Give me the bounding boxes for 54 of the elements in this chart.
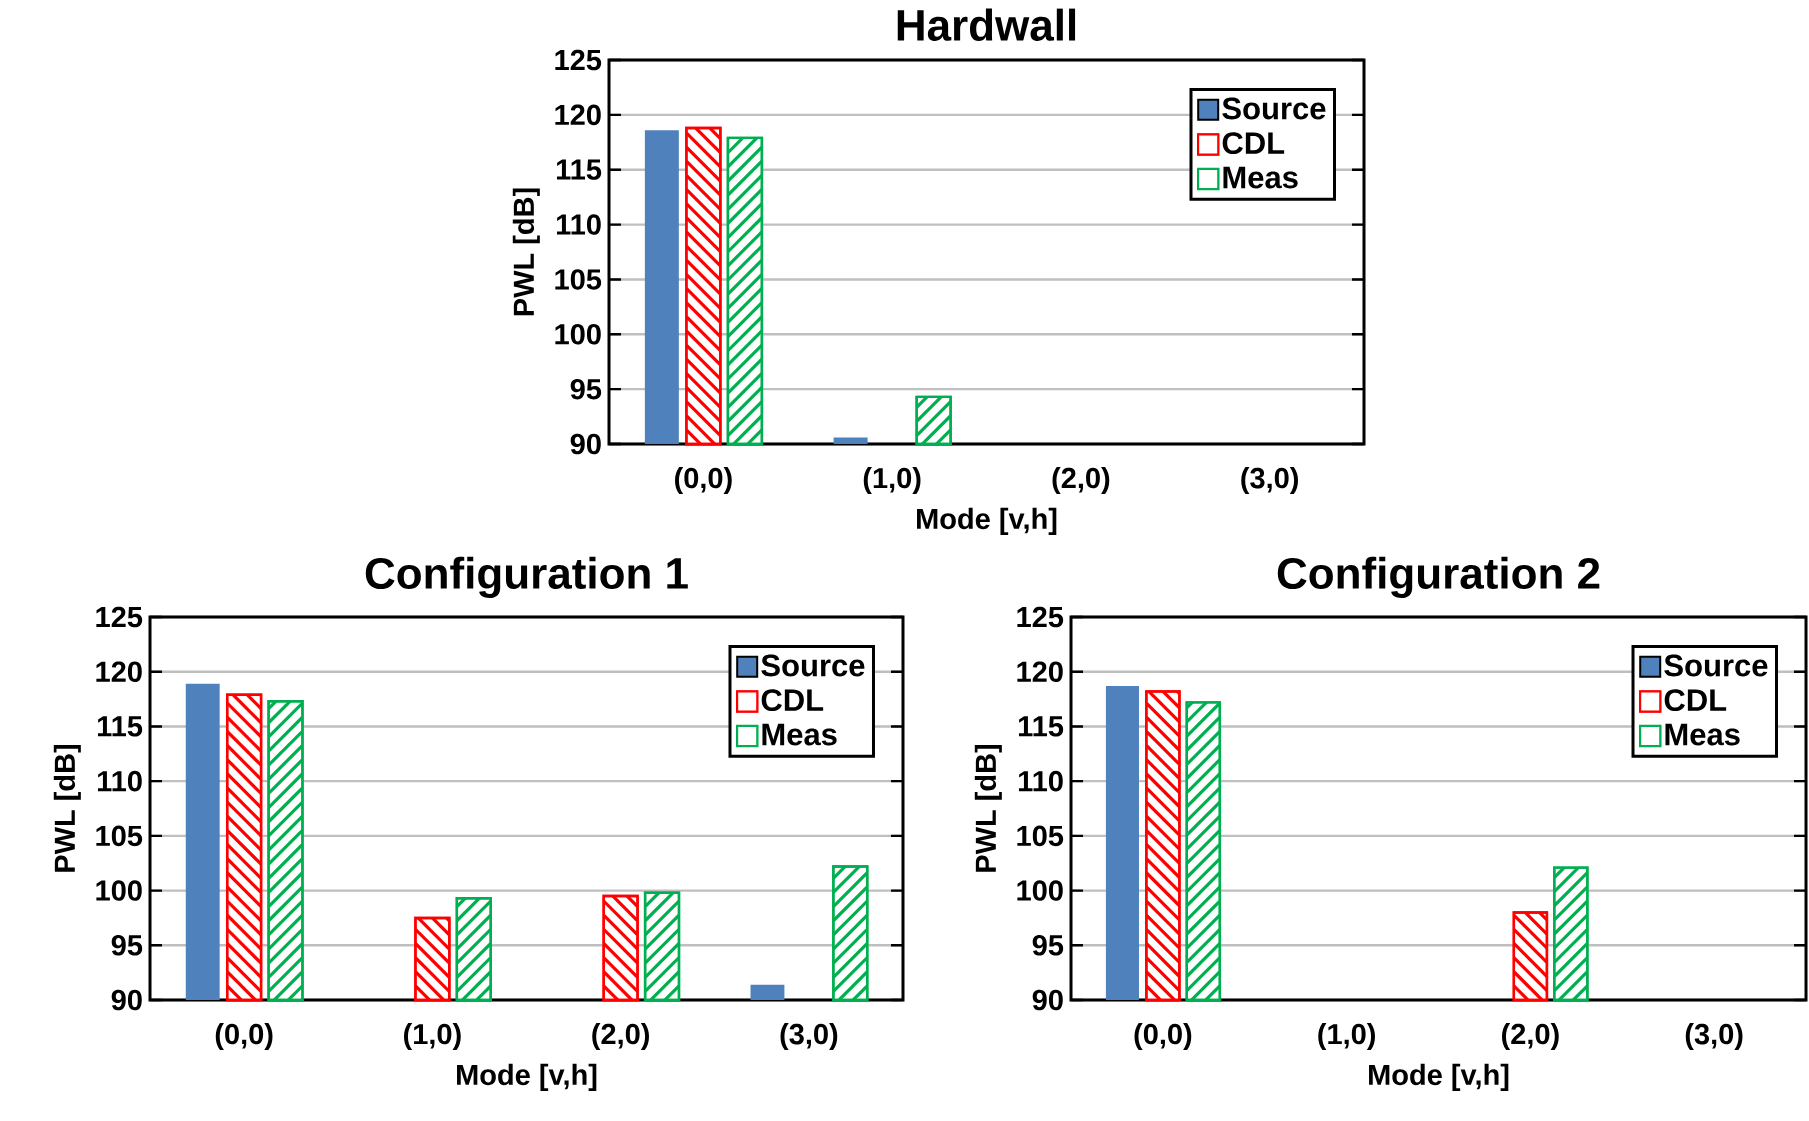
chart-title: Configuration 2 <box>1277 556 1600 598</box>
y-tick-label: 90 <box>570 433 601 455</box>
x-tick-label: (2,0) <box>1052 467 1110 495</box>
chart-title: Hardwall <box>897 8 1076 41</box>
legend-label: CDL <box>1222 132 1285 155</box>
legend-label: Source <box>761 654 865 677</box>
y-tick-label: 115 <box>97 716 143 737</box>
y-axis-title: PWL [dB] <box>53 744 81 872</box>
x-tick-label: (3,0) <box>1685 1023 1743 1051</box>
legend-label: CDL <box>761 689 824 712</box>
y-tick-label: 105 <box>96 825 143 847</box>
y-tick-label: 105 <box>1017 825 1064 847</box>
y-tick-label: 125 <box>1017 606 1064 628</box>
legend-label: Meas <box>1223 166 1298 189</box>
x-tick-label: (1,0) <box>863 467 921 495</box>
y-tick-label: 115 <box>556 159 602 180</box>
y-tick-label: 125 <box>96 606 143 628</box>
x-tick-label: (0,0) <box>1134 1023 1192 1051</box>
y-tick-label: 115 <box>1018 716 1064 737</box>
x-axis-title: Mode [v,h] <box>1369 1063 1509 1091</box>
legend-label: CDL <box>1664 689 1727 712</box>
x-tick-label: (3,0) <box>780 1023 838 1051</box>
y-tick-label: 100 <box>1017 880 1063 901</box>
x-tick-label: (1,0) <box>1318 1023 1376 1051</box>
y-tick-label: 100 <box>555 324 601 345</box>
y-tick-label: 95 <box>570 378 602 400</box>
y-tick-label: 125 <box>555 49 602 71</box>
y-tick-label: 110 <box>1018 770 1063 792</box>
y-tick-label: 120 <box>555 104 601 126</box>
x-tick-label: (3,0) <box>1241 467 1298 495</box>
y-tick-label: 95 <box>111 935 143 956</box>
x-tick-label: (0,0) <box>675 467 732 495</box>
legend-label: Meas <box>1665 723 1740 746</box>
x-axis-title: Mode [v,h] <box>457 1063 597 1091</box>
legend-label: Source <box>1664 654 1768 677</box>
y-tick-label: 95 <box>1032 935 1064 956</box>
x-tick-label: (1,0) <box>404 1023 461 1051</box>
x-tick-label: (2,0) <box>1502 1023 1559 1051</box>
y-tick-label: 120 <box>96 661 142 682</box>
y-axis-title: PWL [dB] <box>512 188 540 316</box>
y-tick-label: 110 <box>97 770 142 792</box>
y-tick-label: 90 <box>1032 989 1063 1011</box>
y-tick-label: 100 <box>96 880 142 901</box>
y-tick-label: 110 <box>556 214 601 235</box>
y-tick-label: 90 <box>111 989 142 1011</box>
legend-label: Source <box>1222 97 1326 120</box>
x-tick-label: (0,0) <box>215 1023 273 1051</box>
chart-title: Configuration 1 <box>365 556 688 598</box>
y-axis-title: PWL [dB] <box>974 744 1002 872</box>
y-tick-label: 120 <box>1017 661 1063 682</box>
x-axis-title: Mode [v,h] <box>917 507 1057 535</box>
x-tick-label: (2,0) <box>592 1023 649 1051</box>
legend-label: Meas <box>762 723 837 746</box>
y-tick-label: 105 <box>555 269 602 290</box>
